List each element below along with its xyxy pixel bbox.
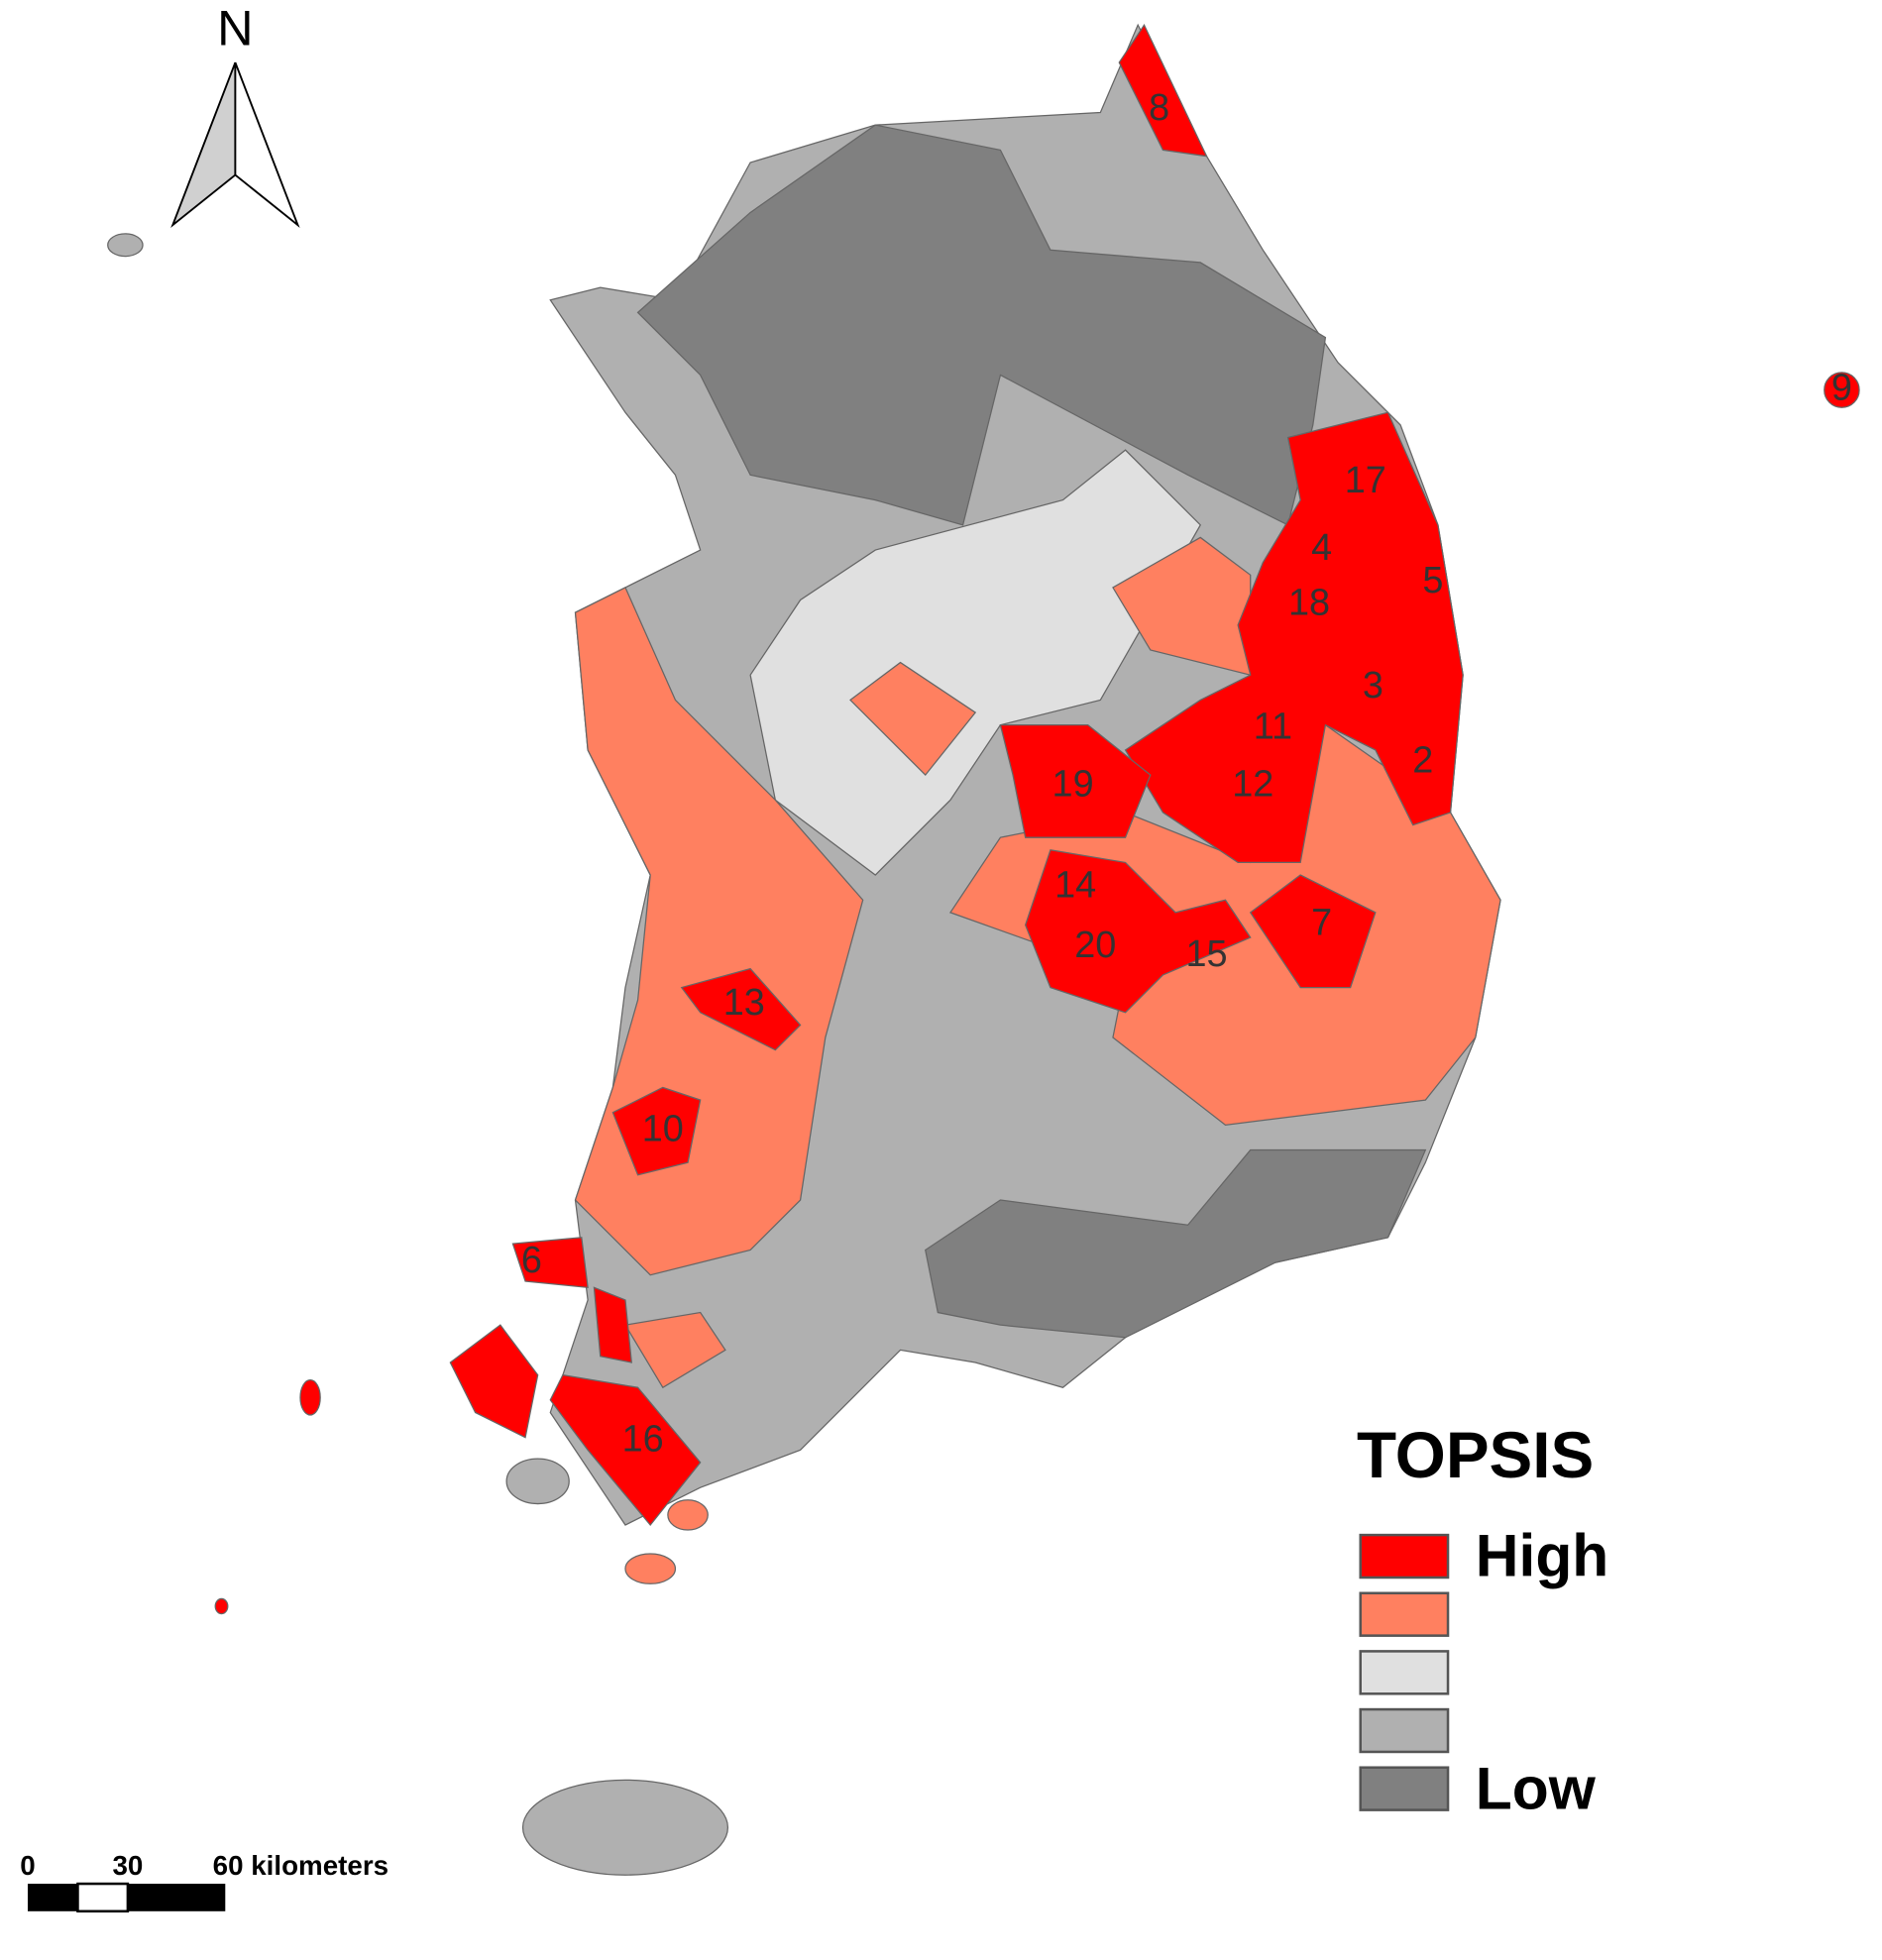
arrow-right (234, 61, 300, 228)
region (849, 661, 977, 777)
dark-south (925, 1148, 1427, 1339)
region (1124, 411, 1464, 864)
region-label: 11 (1254, 706, 1292, 747)
region-label: 8 (1149, 87, 1169, 129)
arrow-left (170, 61, 237, 228)
jeju (521, 1779, 729, 1876)
legend-swatch (1359, 1533, 1450, 1579)
region (623, 1311, 726, 1389)
region (999, 724, 1152, 838)
scale-tick: 0 (20, 1850, 35, 1881)
region (1024, 849, 1252, 1014)
region-label: 7 (1311, 902, 1332, 943)
scale-tick: 30 (112, 1850, 143, 1881)
region-label: 17 (1345, 460, 1386, 501)
region-label: 12 (1232, 763, 1273, 805)
region-label: 5 (1422, 560, 1443, 601)
region (1249, 874, 1377, 989)
region-label: 4 (1311, 527, 1332, 569)
legend-swatch (1359, 1707, 1450, 1754)
island (505, 1458, 570, 1505)
legend-swatch (1359, 1591, 1450, 1637)
light-region (749, 449, 1202, 876)
region (449, 1324, 539, 1439)
north-label: N (217, 0, 253, 55)
region-label: 19 (1052, 763, 1094, 805)
island (214, 1597, 229, 1615)
scale-segment (127, 1884, 226, 1911)
region-label: 14 (1054, 865, 1096, 907)
legend: TOPSIS High Low (1357, 1419, 1608, 1821)
legend-title: TOPSIS (1357, 1419, 1594, 1491)
island (299, 1379, 321, 1416)
region-label: 13 (723, 982, 765, 1024)
region-label: 18 (1288, 583, 1330, 624)
region-label: 3 (1363, 665, 1384, 707)
scale-segment (76, 1882, 130, 1913)
legend-label: Low (1476, 1754, 1597, 1821)
red-regions (214, 23, 1860, 1615)
scale-bar: 0 30 60 kilometers (20, 1850, 388, 1913)
region (611, 1086, 702, 1176)
region-label: 9 (1831, 368, 1852, 409)
scale-segment (27, 1884, 78, 1911)
legend-swatch (1359, 1766, 1450, 1811)
region-labels: 8 9 17 4 5 18 3 11 2 19 12 14 7 20 15 13… (521, 87, 1852, 1460)
region-label: 20 (1074, 925, 1116, 966)
region (680, 967, 802, 1051)
region (549, 1373, 702, 1527)
region-label: 10 (642, 1109, 684, 1150)
island (1824, 372, 1860, 408)
region-label: 16 (622, 1418, 664, 1460)
region (593, 1286, 632, 1363)
legend-swatch (1359, 1650, 1450, 1695)
island (667, 1499, 709, 1531)
island (107, 233, 144, 258)
region-label: 2 (1412, 740, 1433, 782)
legend-label: High (1476, 1522, 1609, 1589)
region-label: 15 (1186, 933, 1228, 975)
north-arrow: N (170, 0, 300, 228)
island (624, 1553, 677, 1584)
scale-end-label: 60 kilometers (213, 1850, 388, 1881)
region (511, 1237, 589, 1289)
region-label: 6 (521, 1240, 542, 1281)
region (1118, 23, 1208, 158)
